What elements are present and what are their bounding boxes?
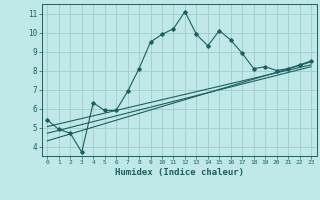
X-axis label: Humidex (Indice chaleur): Humidex (Indice chaleur) (115, 168, 244, 177)
